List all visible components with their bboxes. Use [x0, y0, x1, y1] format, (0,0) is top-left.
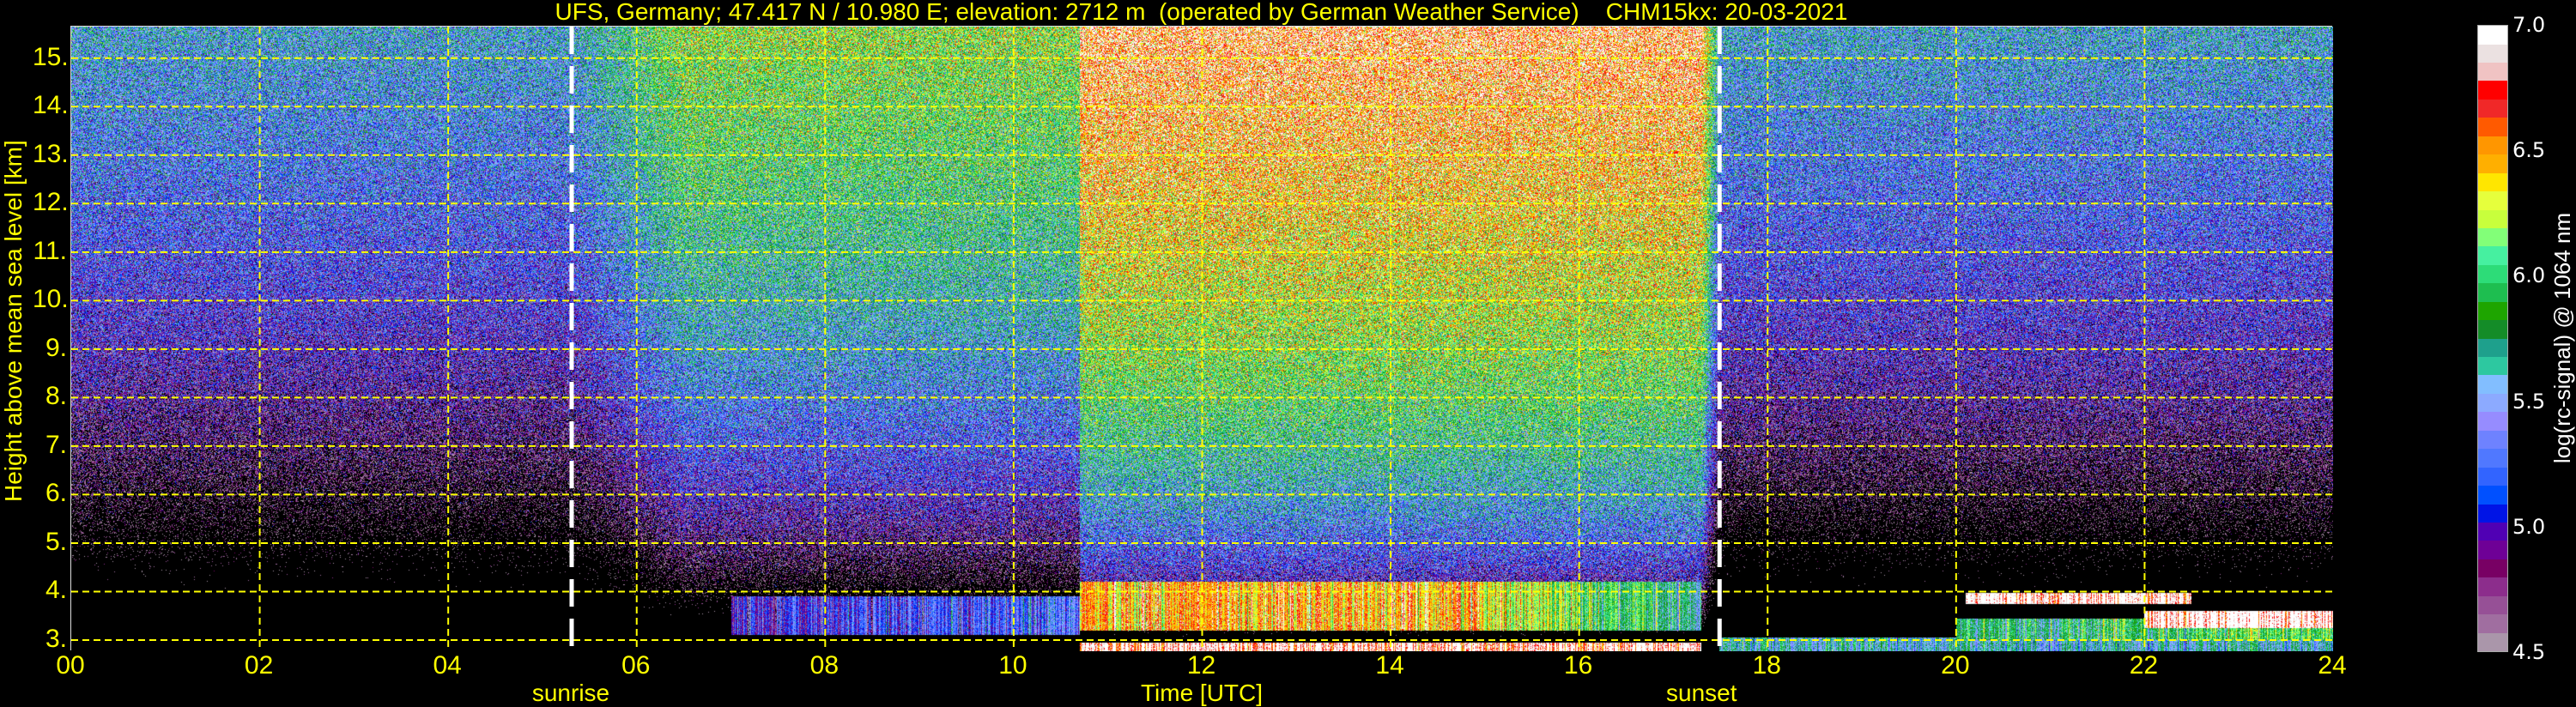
sunset-label: sunset — [1666, 680, 1737, 706]
colorbar-tick-label: 5.0 — [2512, 514, 2546, 539]
colorbar-swatch — [2478, 63, 2507, 82]
x-tick-label: 00 — [56, 651, 85, 680]
x-tick-label: 10 — [998, 651, 1027, 680]
colorbar-swatch — [2478, 154, 2507, 173]
x-tick-label: 24 — [2318, 651, 2347, 680]
colorbar-swatch — [2478, 595, 2507, 615]
x-tick-label: 16 — [1563, 651, 1593, 680]
y-tick-label: 5. — [45, 527, 67, 556]
colorbar-swatch — [2478, 320, 2507, 339]
colorbar-swatch — [2478, 522, 2507, 541]
colorbar-swatch — [2478, 614, 2507, 633]
chart-title: UFS, Germany; 47.417 N / 10.980 E; eleva… — [555, 0, 1848, 25]
plot-area — [70, 26, 2333, 651]
y-tick-label: 3. — [45, 625, 67, 653]
x-tick-label: 04 — [433, 651, 462, 680]
colorbar-swatch — [2478, 81, 2507, 100]
y-tick-label: 15. — [33, 42, 69, 71]
colorbar-tick-label: 6.5 — [2512, 138, 2546, 163]
sunrise-label: sunrise — [531, 680, 610, 706]
x-tick-label: 22 — [2129, 651, 2159, 680]
x-tick-label: 02 — [244, 651, 274, 680]
colorbar-swatch — [2478, 99, 2507, 118]
colorbar-swatch — [2478, 504, 2507, 523]
y-tick-label: 14. — [33, 91, 69, 120]
colorbar-label: log(rc-signal) @ 1064 nm — [2549, 212, 2575, 464]
x-tick-label: 14 — [1375, 651, 1404, 680]
colorbar-swatch — [2478, 338, 2507, 357]
colorbar-swatch — [2478, 577, 2507, 596]
y-tick-label: 7. — [45, 430, 67, 459]
x-tick-label: 18 — [1752, 651, 1781, 680]
x-axis-label: Time [UTC] — [1140, 680, 1264, 706]
colorbar-tick-label: 7.0 — [2512, 13, 2546, 37]
colorbar-swatch — [2478, 541, 2507, 559]
colorbar-swatch — [2478, 191, 2507, 210]
colorbar-swatch — [2478, 393, 2507, 413]
colorbar-swatch — [2478, 246, 2507, 265]
colorbar-tick-label: 4.5 — [2512, 640, 2546, 664]
x-tick-label: 20 — [1941, 651, 1970, 680]
colorbar-swatch — [2478, 375, 2507, 394]
colorbar-swatch — [2478, 44, 2507, 63]
colorbar — [2477, 25, 2508, 652]
colorbar-swatch — [2478, 467, 2507, 486]
colorbar-swatch — [2478, 559, 2507, 578]
colorbar-swatch — [2478, 430, 2507, 450]
y-tick-label: 6. — [45, 479, 67, 508]
colorbar-tick-label: 5.5 — [2512, 389, 2546, 414]
colorbar-swatch — [2478, 357, 2507, 376]
x-tick-label: 12 — [1186, 651, 1216, 680]
colorbar-swatch — [2478, 26, 2507, 45]
colorbar-swatch — [2478, 264, 2507, 284]
y-tick-label: 4. — [45, 576, 67, 605]
y-tick-label: 11. — [33, 236, 67, 265]
x-tick-label: 06 — [621, 651, 651, 680]
colorbar-swatch — [2478, 632, 2507, 651]
y-tick-label: 12. — [33, 188, 69, 217]
y-axis-label: Height above mean sea level [km] — [0, 140, 27, 502]
y-tick-label: 13. — [33, 139, 69, 168]
y-tick-label: 10. — [33, 285, 69, 314]
grid-overlay — [71, 27, 2333, 651]
colorbar-swatch — [2478, 449, 2507, 468]
x-tick-label: 08 — [809, 651, 839, 680]
colorbar-swatch — [2478, 301, 2507, 321]
colorbar-swatch — [2478, 136, 2507, 155]
colorbar-tick-label: 6.0 — [2512, 263, 2546, 288]
colorbar-swatch — [2478, 283, 2507, 302]
colorbar-swatch — [2478, 412, 2507, 431]
colorbar-swatch — [2478, 486, 2507, 505]
colorbar-swatch — [2478, 209, 2507, 228]
colorbar-swatch — [2478, 118, 2507, 136]
y-tick-label: 8. — [45, 382, 67, 411]
colorbar-swatch — [2478, 172, 2507, 192]
colorbar-swatch — [2478, 227, 2507, 247]
y-tick-label: 9. — [45, 333, 67, 362]
